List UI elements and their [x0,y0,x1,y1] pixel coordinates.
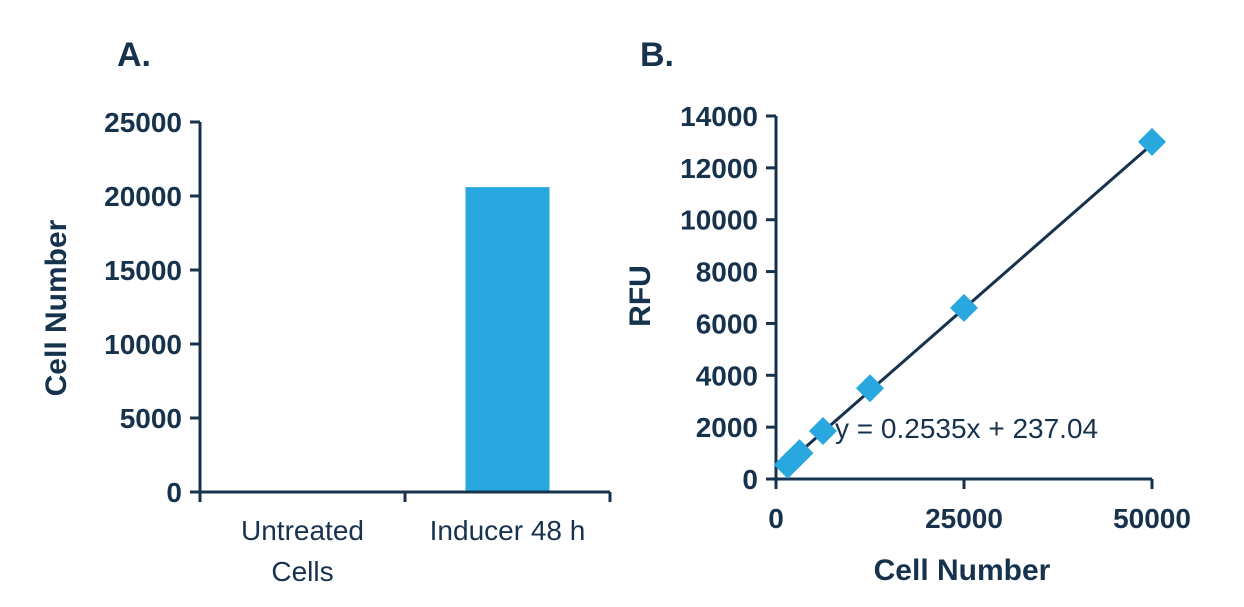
panel-b-label: B. [640,36,674,74]
panel-b-x-tick-label: 50000 [1113,503,1191,534]
panel-b-x-tick-label: 25000 [925,503,1003,534]
panel-b-y-tick-label: 12000 [680,153,758,184]
panel-a-label: A. [117,36,151,74]
panel-a-y-tick-label: 0 [166,477,182,508]
panel-b-points [773,127,1166,479]
panel-b-scatter-chart: B. RFU Cell Number 0 2000 4000 6000 8000 1000… [624,36,1191,587]
panel-a-bar [465,187,550,491]
panel-a-category-label: Inducer 48 h [430,515,586,546]
panel-b-y-tick-label: 2000 [696,412,758,443]
panel-b-x-axis-title: Cell Number [874,554,1051,587]
panel-a-y-tick-label: 5000 [120,403,182,434]
panel-b-equation: y = 0.2535x + 237.04 [835,413,1098,444]
panel-b-x-tick-label: 0 [768,503,784,534]
panel-b-data-point [950,293,978,322]
panel-b-x-ticks: 0 25000 50000 [768,479,1191,534]
panel-a-category-label: Cells [271,556,333,587]
panel-a-category-label: Untreated [241,515,364,546]
panel-b-data-point [785,439,814,468]
panel-b-y-tick-label: 0 [742,464,758,495]
panel-a-y-axis-title: Cell Number [40,219,73,396]
panel-a-y-tick-label: 25000 [104,107,182,138]
panel-a-y-tick-label: 15000 [104,255,182,286]
panel-a-y-tick-label: 20000 [104,181,182,212]
panel-b-y-axis-title: RFU [624,265,657,327]
panel-b-y-ticks: 0 2000 4000 6000 8000 10000 12000 14000 [680,101,776,495]
panel-b-data-point [809,417,837,446]
panel-a-categories: Untreated Cells Inducer 48 h [241,515,585,587]
panel-a-bars [465,187,550,491]
panel-b-y-tick-label: 10000 [680,205,758,236]
panel-a-y-ticks: 0 5000 10000 15000 20000 25000 [104,107,200,508]
panel-b-data-point [1138,127,1166,156]
panel-b-y-tick-label: 8000 [696,257,758,288]
panel-b-y-tick-label: 6000 [696,308,758,339]
panel-b-y-tick-label: 4000 [696,360,758,391]
panel-a-y-tick-label: 10000 [104,329,182,360]
panel-a-bar-chart: A. Cell Number 0 5000 10000 15000 20000 25000… [40,36,612,587]
panel-b-y-tick-label: 14000 [680,101,758,132]
panel-a-axes [198,122,612,502]
panel-b-data-point [856,374,884,403]
